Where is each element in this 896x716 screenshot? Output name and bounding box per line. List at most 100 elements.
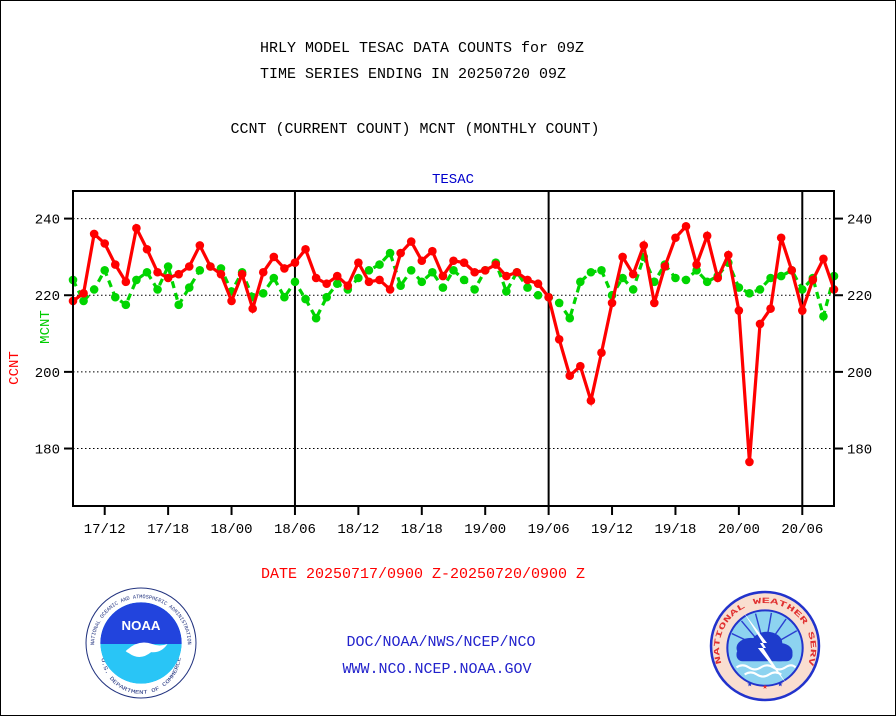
mcnt-point-6 — [132, 275, 141, 285]
plot-title: TESAC — [431, 172, 475, 188]
ccnt-point-42 — [512, 267, 522, 277]
footer-organization: DOC/NOAA/NWS/NCEP/NCO — [346, 634, 536, 651]
ccnt-point-64 — [745, 457, 754, 467]
ccnt-point-31 — [396, 248, 405, 258]
nws-stars: ★ ★ ★ — [747, 679, 784, 692]
noaa-logo: NATIONAL OCEANIC AND ATMOSPHERIC ADMINIS… — [85, 587, 197, 699]
mcnt-point-57 — [671, 273, 680, 283]
mcnt-point-28 — [364, 266, 374, 275]
mcnt-point-5 — [121, 300, 131, 310]
x-tick-label-19/06: 19/06 — [528, 522, 570, 538]
x-tick-label-19/00: 19/00 — [464, 522, 506, 538]
ccnt-point-29 — [375, 275, 384, 285]
mcnt-point-69 — [797, 285, 807, 294]
ccnt-point-3 — [100, 239, 110, 248]
ccnt-point-2 — [89, 229, 99, 239]
noaa-center-text: NOAA — [122, 618, 161, 633]
ccnt-point-60 — [702, 231, 712, 241]
ccnt-point-4 — [110, 260, 120, 269]
mcnt-point-4 — [110, 292, 120, 302]
mcnt-point-32 — [406, 266, 416, 275]
mcnt-point-52 — [618, 273, 627, 283]
y-tick-label-right-180: 180 — [847, 443, 872, 459]
ccnt-point-19 — [269, 252, 279, 262]
nws-star-left: ★ — [747, 679, 753, 690]
mcnt-point-11 — [184, 283, 194, 292]
mcnt-point-27 — [354, 273, 363, 283]
x-tick-label-18/18: 18/18 — [401, 522, 443, 538]
mcnt-point-34 — [428, 267, 437, 277]
ccnt-point-37 — [459, 258, 469, 267]
ccnt-point-61 — [713, 273, 723, 283]
ccnt-point-7 — [142, 244, 152, 254]
mcnt-point-48 — [576, 277, 585, 287]
ccnt-point-22 — [301, 244, 310, 254]
mcnt-point-67 — [776, 271, 786, 281]
ccnt-point-63 — [734, 306, 744, 315]
mcnt-point-64 — [745, 289, 754, 298]
nws-waves — [735, 664, 797, 678]
mcnt-point-2 — [89, 285, 99, 294]
ccnt-point-71 — [819, 254, 828, 264]
y-tick-label-right-200: 200 — [847, 366, 872, 382]
ccnt-point-27 — [354, 258, 363, 267]
mcnt-point-43 — [523, 283, 532, 292]
mcnt-point-18 — [258, 289, 268, 298]
noaa-sky-background — [100, 602, 182, 645]
ccnt-point-56 — [660, 262, 670, 271]
mcnt-point-1 — [79, 296, 88, 306]
mcnt-point-10 — [174, 300, 183, 310]
x-tick-label-19/12: 19/12 — [591, 522, 633, 538]
chart-title-line2: TIME SERIES ENDING IN 20250720 09Z — [259, 66, 567, 83]
y-tick-label-right-220: 220 — [847, 289, 872, 305]
x-tick-label-18/12: 18/12 — [337, 522, 379, 538]
ccnt-point-8 — [153, 267, 162, 277]
noaa-seagull-icon — [125, 642, 168, 658]
mcnt-point-19 — [269, 273, 279, 283]
mcnt-point-65 — [755, 285, 765, 294]
y-tick-label-left-180: 180 — [35, 443, 60, 459]
ccnt-point-24 — [322, 279, 331, 289]
footer-url: WWW.NCO.NCEP.NOAA.GOV — [342, 661, 532, 678]
nws-logo: NATIONAL WEATHER SERVICE ★ ★ ★ — [709, 590, 821, 702]
ccnt-point-18 — [258, 267, 268, 277]
ccnt-point-45 — [544, 292, 553, 302]
x-tick-label-17/18: 17/18 — [147, 522, 189, 538]
mcnt-point-33 — [417, 277, 427, 287]
ccnt-point-9 — [163, 273, 173, 283]
ccnt-point-26 — [343, 281, 353, 290]
mcnt-point-23 — [311, 313, 321, 323]
mcnt-point-66 — [766, 273, 775, 283]
ccnt-point-10 — [174, 269, 183, 279]
ccnt-point-5 — [121, 277, 131, 287]
ccnt-point-43 — [523, 275, 532, 285]
mcnt-point-35 — [438, 283, 448, 292]
ccnt-point-16 — [237, 269, 247, 279]
x-tick-label-20/00: 20/00 — [718, 522, 760, 538]
ccnt-point-57 — [671, 233, 680, 243]
mcnt-point-29 — [375, 260, 384, 269]
ccnt-point-30 — [385, 285, 395, 294]
y-tick-label-right-240: 240 — [847, 213, 872, 229]
mcnt-point-36 — [449, 266, 458, 275]
mcnt-point-37 — [459, 275, 469, 285]
ccnt-point-41 — [502, 271, 511, 281]
ccnt-point-46 — [554, 335, 564, 344]
ccnt-point-54 — [639, 241, 649, 250]
ccnt-point-55 — [650, 298, 659, 308]
mcnt-point-20 — [280, 292, 289, 302]
ccnt-point-25 — [332, 271, 342, 281]
ccnt-point-69 — [797, 306, 807, 315]
ccnt-point-44 — [533, 279, 543, 289]
mcnt-point-22 — [301, 294, 310, 304]
ccnt-point-28 — [364, 277, 374, 287]
y-tick-label-left-200: 200 — [35, 366, 60, 382]
ccnt-point-17 — [248, 304, 257, 313]
ccnt-point-53 — [628, 269, 638, 279]
ccnt-point-15 — [227, 296, 236, 306]
ccnt-point-32 — [406, 237, 416, 246]
date-range-label: DATE 20250717/0900 Z-20250720/0900 Z — [260, 566, 586, 583]
ccnt-point-23 — [311, 273, 321, 283]
mcnt-point-7 — [142, 267, 152, 277]
ccnt-point-50 — [597, 348, 606, 358]
